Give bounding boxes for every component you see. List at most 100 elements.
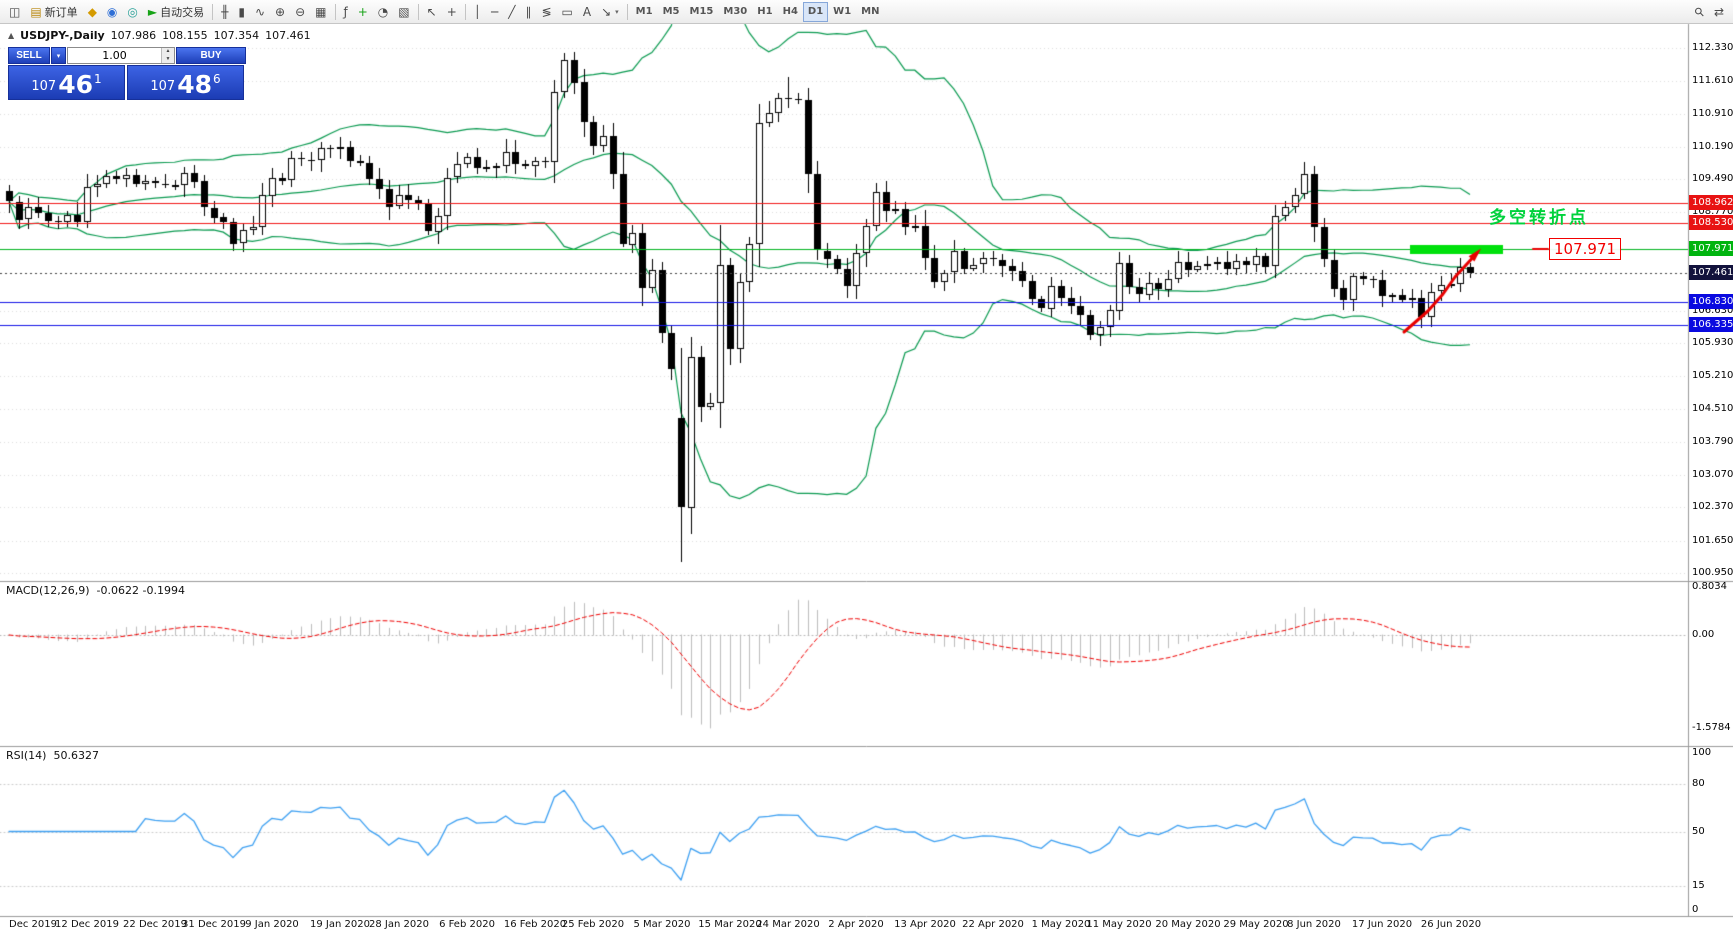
timeframe-h1-button[interactable]: H1: [752, 2, 777, 22]
add-indicator-button[interactable]: +: [353, 2, 373, 22]
rsi-header: RSI(14) 50.6327: [6, 749, 99, 762]
timeframe-m1-button[interactable]: M1: [631, 2, 658, 22]
sell-button[interactable]: SELL: [8, 47, 50, 64]
crosshair-button[interactable]: +: [442, 2, 462, 22]
timeframe-m5-button[interactable]: M5: [658, 2, 685, 22]
buy-price-box[interactable]: 107 48 6: [127, 65, 244, 100]
zoom-out-button[interactable]: ⊖: [290, 2, 310, 22]
symbol-search-icon: ⚲: [1691, 3, 1708, 20]
toolbar-separator: [464, 3, 466, 20]
symbol-period-label: USDJPY-,Daily: [20, 29, 105, 42]
indicator-list-button[interactable]: ƒ: [339, 2, 353, 22]
toolbar-separator: [212, 3, 214, 20]
market-watch-icon: ◉: [106, 4, 118, 19]
cursor-button[interactable]: ↖: [422, 2, 442, 22]
ohlc-low-value: 107.354: [213, 29, 260, 42]
sell-price-base: 107: [31, 79, 57, 94]
turning-point-annotation: 多空转折点: [1489, 208, 1589, 228]
horizontal-line-button[interactable]: ─: [486, 2, 503, 22]
dropdown-arrow-icon: ▾: [615, 7, 619, 16]
timeframe-m5-label: M5: [662, 6, 680, 17]
window-switch-button[interactable]: ⇄: [1709, 2, 1729, 22]
candlestick-chart-button[interactable]: ▮: [233, 2, 250, 22]
window-switch-icon: ⇄: [1713, 4, 1724, 19]
timeframe-m15-label: M15: [689, 6, 714, 17]
vertical-line-button[interactable]: │: [469, 2, 486, 22]
volume-down-button[interactable]: ▼: [162, 55, 174, 63]
volume-field: ▲ ▼: [67, 47, 175, 64]
tile-windows-button[interactable]: ▦: [310, 2, 331, 22]
timeframe-mn-label: MN: [861, 6, 880, 17]
timeframe-mn-button[interactable]: MN: [856, 2, 884, 22]
timeframe-m1-label: M1: [635, 6, 653, 17]
indicator-list-icon: ƒ: [343, 4, 348, 19]
zoom-out-icon: ⊖: [295, 4, 306, 19]
rsi-value: 50.6327: [53, 749, 99, 762]
fibonacci-icon: ≶: [541, 4, 552, 19]
order-type-dropdown-button[interactable]: ▾: [51, 47, 66, 64]
bars-chart-button[interactable]: ╫: [216, 2, 233, 22]
line-chart-icon: ∿: [254, 4, 266, 19]
symbol-search-button[interactable]: ⚲: [1690, 2, 1709, 22]
autotrading-button[interactable]: ► 自动交易: [143, 2, 209, 22]
equidistant-channel-button[interactable]: ∥: [520, 2, 536, 22]
trendline-button[interactable]: ╱: [503, 2, 520, 22]
zoom-in-button[interactable]: ⊕: [270, 2, 290, 22]
cursor-icon: ↖: [426, 4, 437, 19]
volume-input[interactable]: [68, 48, 161, 63]
navigator-icon: ◎: [127, 4, 138, 19]
timeframe-m15-button[interactable]: M15: [685, 2, 719, 22]
toolbar-separator: [334, 3, 336, 20]
periods-button[interactable]: ◔: [373, 2, 393, 22]
zoom-in-icon: ⊕: [275, 4, 286, 19]
buy-price-pips: 48: [177, 70, 212, 99]
timeframe-m30-label: M30: [723, 6, 748, 17]
ohlc-close-value: 107.461: [265, 29, 311, 42]
timeframe-m30-button[interactable]: M30: [718, 2, 752, 22]
fibonacci-button[interactable]: ≶: [536, 2, 556, 22]
text-icon: A: [582, 4, 592, 19]
arrows-button[interactable]: ↘ ▾: [596, 2, 624, 22]
new-chart-icon: ◫: [9, 4, 21, 19]
chart-ohlc-header: ▲ USDJPY-,Daily 107.986 108.155 107.354 …: [8, 29, 311, 42]
timeframe-w1-button[interactable]: W1: [828, 2, 856, 22]
shapes-icon: ▭: [561, 4, 573, 19]
metaeditor-icon: ◆: [87, 4, 97, 19]
timeframe-d1-button[interactable]: D1: [802, 1, 829, 22]
new-order-label: 新订单: [44, 5, 78, 19]
ohlc-open-value: 107.986: [110, 29, 157, 42]
buy-button[interactable]: BUY: [176, 47, 246, 64]
equidistant-channel-icon: ∥: [525, 4, 532, 19]
add-indicator-icon: +: [357, 4, 368, 19]
metaeditor-button[interactable]: ◆: [83, 2, 102, 22]
templates-button[interactable]: ▧: [393, 2, 414, 22]
line-chart-button[interactable]: ∿: [250, 2, 270, 22]
one-click-trading-panel: SELL ▾ ▲ ▼ BUY 107 46 1 107 48 6: [8, 47, 246, 100]
market-watch-button[interactable]: ◉: [102, 2, 122, 22]
rsi-title: RSI(14): [6, 749, 47, 762]
vertical-line-icon: │: [473, 4, 481, 19]
arrows-icon: ↘: [601, 4, 612, 19]
new-order-icon: ▤: [30, 4, 42, 19]
one-click-collapse-icon[interactable]: ▲: [8, 31, 15, 40]
volume-up-button[interactable]: ▲: [162, 48, 174, 56]
price-callout-annotation: 107.971: [1549, 238, 1622, 260]
autotrading-label: 自动交易: [160, 5, 205, 19]
sell-price-box[interactable]: 107 46 1: [8, 65, 125, 100]
new-chart-button[interactable]: ◫: [4, 2, 25, 22]
buy-price-base: 107: [150, 79, 176, 94]
navigator-button[interactable]: ◎: [122, 2, 142, 22]
timeframe-h4-button[interactable]: H4: [778, 2, 803, 22]
templates-icon: ▧: [398, 4, 410, 19]
bars-chart-icon: ╫: [221, 4, 229, 19]
shapes-button[interactable]: ▭: [557, 2, 578, 22]
text-button[interactable]: A: [578, 2, 596, 22]
toolbar-separator: [626, 3, 628, 20]
sell-price-point: 1: [93, 72, 102, 86]
macd-values: -0.0622 -0.1994: [96, 584, 185, 597]
toolbar: ◫ ▤ 新订单 ◆ ◉ ◎ ► 自动交易 ╫ ▮ ∿ ⊕ ⊖ ▦ ƒ + ◔ ▧ ↖ + │ ─ ╱ ∥ ≶ ▭ A ↘ ▾ M1 M5 M1…: [0, 0, 1733, 24]
buy-price-point: 6: [212, 72, 221, 86]
new-order-button[interactable]: ▤ 新订单: [25, 2, 82, 22]
crosshair-icon: +: [446, 4, 457, 19]
